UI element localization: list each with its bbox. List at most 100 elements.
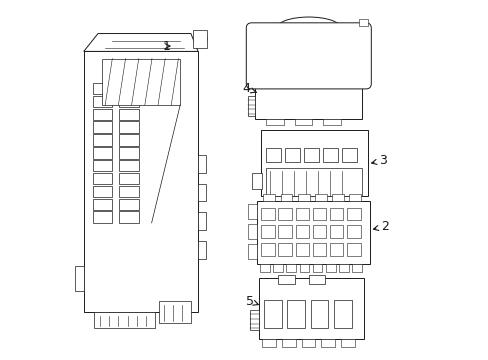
Bar <box>285 148 299 162</box>
Bar <box>294 119 312 125</box>
Bar <box>251 173 261 189</box>
Bar <box>312 264 322 272</box>
Bar <box>278 225 291 238</box>
Bar <box>287 300 305 328</box>
Bar <box>93 109 112 120</box>
Bar <box>325 264 335 272</box>
Bar <box>312 243 325 256</box>
Bar <box>261 207 274 220</box>
Bar <box>75 266 83 291</box>
Bar <box>321 339 334 347</box>
Bar <box>303 148 318 162</box>
Bar <box>301 339 315 347</box>
Bar <box>329 225 343 238</box>
Bar <box>282 339 295 347</box>
Bar <box>352 264 361 272</box>
Bar <box>341 148 356 162</box>
Bar <box>263 194 275 202</box>
Bar <box>247 244 257 258</box>
Bar <box>93 96 112 107</box>
Bar <box>192 30 206 48</box>
Bar <box>93 160 112 171</box>
Bar <box>278 243 291 256</box>
Bar <box>261 225 274 238</box>
Bar <box>329 243 343 256</box>
Bar <box>119 173 139 184</box>
Text: 1: 1 <box>162 40 170 53</box>
Bar <box>255 82 362 119</box>
Text: 5: 5 <box>246 295 258 308</box>
Bar <box>278 275 294 284</box>
Bar <box>260 130 367 196</box>
Bar <box>295 207 308 220</box>
Bar <box>297 194 309 202</box>
Bar <box>198 155 205 173</box>
Text: 2: 2 <box>373 220 388 233</box>
Bar <box>346 243 360 256</box>
Bar <box>93 121 112 133</box>
Bar <box>119 83 139 94</box>
Bar <box>93 199 112 210</box>
Bar <box>346 225 360 238</box>
Bar <box>247 96 255 116</box>
Bar <box>119 199 139 210</box>
Bar <box>339 264 348 272</box>
Bar <box>333 300 351 328</box>
Bar <box>102 59 180 105</box>
Bar <box>262 339 275 347</box>
Bar <box>295 225 308 238</box>
Bar <box>119 109 139 120</box>
Text: 3: 3 <box>371 154 386 167</box>
Bar <box>93 134 112 146</box>
Bar <box>119 160 139 171</box>
Text: 4: 4 <box>242 82 256 95</box>
Bar <box>358 19 367 26</box>
Bar <box>93 186 112 197</box>
Bar <box>265 168 362 196</box>
Bar <box>272 264 282 272</box>
Bar <box>119 121 139 133</box>
Bar <box>119 186 139 197</box>
Bar <box>310 300 328 328</box>
Bar <box>295 243 308 256</box>
Bar <box>285 264 295 272</box>
Bar <box>264 300 282 328</box>
Bar <box>312 225 325 238</box>
Bar <box>348 194 360 202</box>
Bar <box>119 134 139 146</box>
Bar <box>340 339 354 347</box>
Bar <box>93 211 112 223</box>
Bar <box>308 275 324 284</box>
Bar <box>346 207 360 220</box>
Bar <box>119 96 139 107</box>
Bar <box>314 194 326 202</box>
Bar <box>93 147 112 158</box>
Bar <box>247 224 257 239</box>
Bar <box>83 51 198 312</box>
Bar <box>247 204 257 219</box>
Bar <box>278 207 291 220</box>
Bar <box>93 173 112 184</box>
Bar <box>312 207 325 220</box>
Bar <box>322 148 337 162</box>
Bar <box>198 241 205 258</box>
Bar <box>261 243 274 256</box>
Bar <box>280 194 292 202</box>
Bar <box>258 278 364 339</box>
Bar <box>265 148 281 162</box>
Bar <box>159 301 190 323</box>
Bar <box>119 211 139 223</box>
Bar <box>198 184 205 202</box>
Bar <box>259 264 269 272</box>
FancyBboxPatch shape <box>246 23 370 89</box>
Bar <box>257 202 369 264</box>
Bar <box>299 264 308 272</box>
Bar <box>93 83 112 94</box>
Polygon shape <box>83 33 198 51</box>
Bar <box>119 147 139 158</box>
Bar <box>94 312 155 328</box>
Bar <box>265 119 283 125</box>
Bar <box>331 194 343 202</box>
Bar <box>198 212 205 230</box>
Bar <box>329 207 343 220</box>
